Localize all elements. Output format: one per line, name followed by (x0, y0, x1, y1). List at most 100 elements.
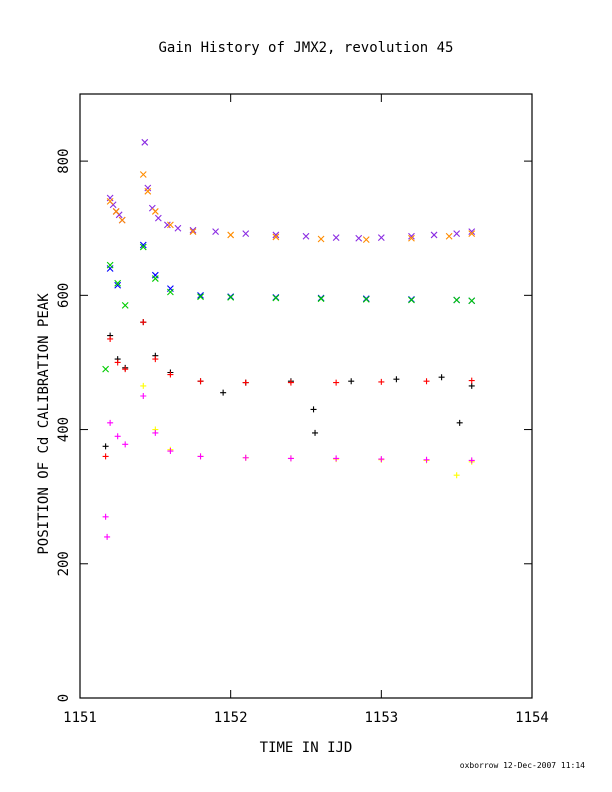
series-0 (106, 138, 476, 242)
data-point (453, 296, 461, 304)
data-point (197, 453, 204, 460)
data-point (139, 241, 147, 249)
data-point (197, 293, 204, 301)
data-point (167, 221, 174, 229)
data-point (102, 365, 110, 373)
data-point (106, 197, 114, 205)
data-point (272, 294, 280, 302)
data-point (227, 231, 235, 239)
data-point (348, 378, 355, 385)
data-point (189, 228, 197, 235)
data-point (333, 455, 340, 462)
data-point (332, 234, 340, 242)
data-point (438, 374, 445, 381)
plot-area (79, 93, 533, 699)
data-point (167, 285, 174, 293)
data-point (197, 378, 204, 385)
data-point (453, 472, 460, 479)
data-point (227, 293, 235, 301)
data-point (154, 214, 162, 222)
data-point (106, 265, 114, 272)
x-tick-label: 1152 (214, 710, 248, 726)
chart-title: Gain History of JMX2, revolution 45 (158, 40, 453, 56)
data-point (220, 389, 227, 396)
data-point (445, 232, 453, 240)
data-point (355, 234, 363, 242)
x-tick-label: 1153 (364, 710, 398, 726)
data-point (114, 433, 121, 440)
data-point (122, 441, 129, 448)
x-tick-label: 1151 (63, 710, 97, 726)
data-point (122, 366, 129, 373)
data-point (212, 228, 219, 235)
data-point (167, 448, 174, 455)
data-point (408, 234, 415, 242)
data-point (393, 376, 400, 383)
data-point (312, 429, 319, 436)
y-tick-label: 200 (56, 551, 72, 576)
data-point (453, 230, 461, 237)
data-point (107, 419, 114, 426)
plot-frame (79, 93, 533, 699)
y-axis-label: POSITION OF Cd CALIBRATION PEAK (36, 293, 52, 555)
data-point (102, 443, 109, 450)
data-point (333, 379, 340, 386)
data-point (317, 235, 325, 243)
data-point (362, 295, 370, 303)
data-point (102, 513, 109, 520)
data-point (197, 291, 204, 299)
data-point (362, 236, 370, 244)
data-point (242, 379, 249, 386)
series-4 (102, 319, 475, 450)
data-point (152, 356, 159, 363)
data-point (139, 171, 147, 178)
data-point (140, 382, 147, 389)
data-point (140, 393, 147, 399)
data-point (104, 533, 111, 540)
data-point (139, 243, 147, 251)
data-point (430, 231, 438, 239)
x-axis-label: TIME IN IJD (260, 740, 353, 756)
data-point (151, 271, 159, 279)
data-point (151, 275, 159, 282)
data-point (468, 382, 475, 389)
series-5 (102, 319, 475, 460)
data-point (287, 379, 294, 386)
data-point (378, 456, 385, 463)
data-point (121, 302, 129, 309)
data-point (144, 184, 152, 192)
data-point (468, 297, 476, 305)
data-point (114, 281, 122, 289)
series-3 (102, 243, 476, 373)
data-point (141, 138, 149, 146)
data-point (102, 453, 109, 460)
data-point (106, 194, 114, 202)
data-point (242, 230, 250, 237)
data-point (114, 279, 122, 287)
data-point (152, 429, 159, 436)
data-point (468, 228, 476, 235)
footer-credit: oxborrow 12-Dec-2007 11:14 (460, 761, 585, 770)
y-tick-label: 0 (56, 694, 72, 702)
data-point (151, 208, 159, 215)
data-point (163, 221, 171, 229)
series-6 (140, 382, 475, 479)
y-tick-label: 800 (56, 148, 72, 173)
data-point (468, 377, 475, 384)
series-1 (106, 171, 476, 244)
data-point (107, 335, 114, 342)
data-point (310, 406, 317, 413)
data-point (302, 232, 310, 240)
data-point (118, 216, 126, 224)
data-point (114, 359, 121, 366)
data-point (456, 419, 463, 426)
data-point (112, 208, 120, 215)
data-point (144, 187, 152, 195)
data-point (167, 288, 174, 296)
data-point (408, 296, 415, 304)
data-point (174, 224, 182, 232)
data-point (468, 230, 476, 237)
data-point (423, 456, 430, 463)
data-point (106, 261, 114, 269)
data-point (408, 232, 415, 240)
